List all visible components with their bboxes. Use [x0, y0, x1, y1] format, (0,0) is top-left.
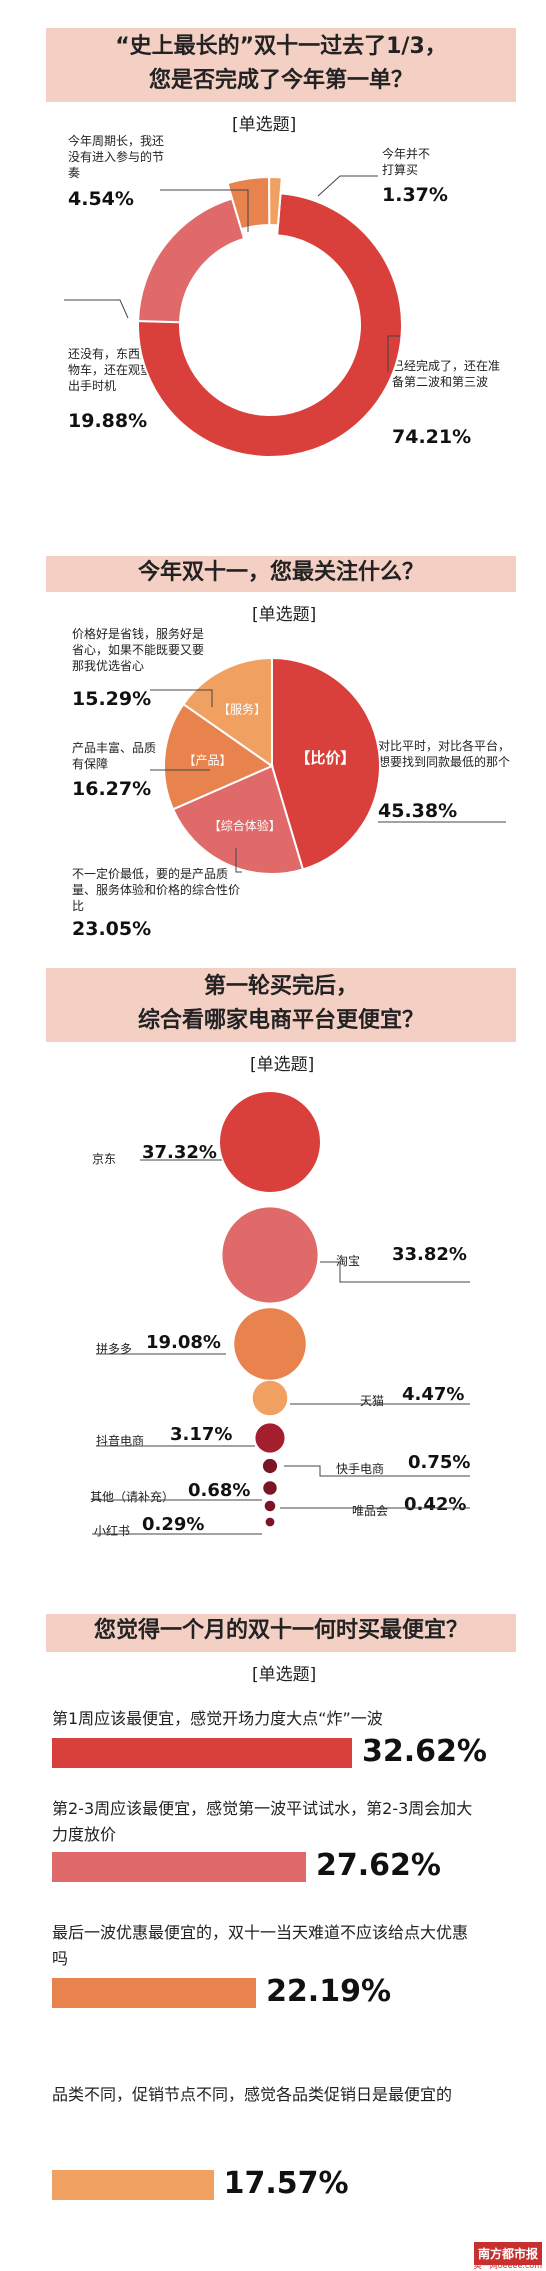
q1-slice-3: [268, 176, 283, 227]
q1-leader-0: [160, 189, 249, 232]
q1-pct-2: 19.88%: [68, 410, 148, 432]
bubble-name-jd: 京东: [92, 1152, 117, 1166]
q4-bar-2: [52, 1978, 257, 2008]
q3-title-band: 第一轮买完后， 综合看哪家电商平台更便宜？: [46, 968, 516, 1042]
q2-tag: [单选题]: [252, 605, 317, 625]
newspaper-logo: 南方都市报: [473, 2242, 542, 2265]
q4-bar-3: [52, 2170, 214, 2200]
q1-title-band: “史上最长的”双十一过去了1/3， 您是否完成了今年第一单？: [46, 28, 516, 102]
q4-bar-1: [52, 1852, 307, 1882]
q1-title-line1: “史上最长的”双十一过去了1/3，: [115, 34, 447, 59]
bubble-pct-other: 0.68%: [188, 1480, 251, 1501]
bubble-pct-tmall: 4.47%: [402, 1384, 465, 1405]
q4-label-0: 第1周应该最便宜，感觉开场力度大点“炸”一波: [52, 1709, 383, 1728]
q2-leader-3: [235, 848, 242, 873]
q1-label-0: 已经完成了，还在准备第二波和第三波: [392, 359, 501, 389]
q4-title: 您觉得一个月的双十一何时买最便宜？: [93, 1618, 468, 1643]
bubble-7: [264, 1500, 276, 1512]
q2-leader-0: [150, 689, 213, 707]
q1-pct-1: 1.37%: [382, 184, 448, 206]
q2-title: 今年双十一，您最关注什么？: [137, 560, 424, 585]
q2-pct-0: 45.38%: [378, 800, 458, 822]
q1-leader-1: [317, 175, 378, 197]
q3-title-line1: 第一轮买完后，: [203, 974, 358, 999]
q4-label-2: 最后一波优惠最便宜的，双十一当天难道不应该给点大优惠吗: [52, 1923, 469, 1968]
q4-label-3: 品类不同，促销节点不同，感觉各品类促销日是最便宜的: [52, 2085, 453, 2104]
q2-pct-2: 16.27%: [72, 778, 152, 800]
newspaper-logo-sub: 奥一网oeeee.com: [473, 2261, 542, 2270]
q4-pct-0: 32.62%: [362, 1734, 487, 1769]
q2-slice-tag-0: 【比价】: [295, 749, 355, 767]
q1-tag: [单选题]: [232, 115, 297, 135]
bubble-6: [263, 1481, 277, 1495]
q4-pct-3: 17.57%: [223, 2166, 349, 2201]
bubble-8: [265, 1517, 275, 1527]
bubble-pct-taobao: 33.82%: [392, 1244, 467, 1265]
q1-pct-4: 4.54%: [68, 188, 134, 210]
bubble-pct-xhs: 0.29%: [142, 1514, 205, 1535]
q1-slice-0: [137, 192, 403, 458]
q1-pct-0: 74.21%: [392, 426, 472, 448]
q2-label-1: 不一定价最低，要的是产品质量、服务体验和价格的综合性价比: [72, 867, 241, 913]
q1-title-line2: 您是否完成了今年第一单？: [148, 68, 413, 93]
q3-title-line2: 综合看哪家电商平台更便宜？: [137, 1008, 424, 1033]
q2-slice-3: [182, 656, 274, 768]
q2-slice-0: [271, 656, 381, 871]
q2-label-0: 对比平时，对比各平台，想要找到同款最低的那个: [378, 739, 511, 769]
q2-pct-1: 23.05%: [72, 918, 152, 940]
q1-leader-2: [64, 299, 129, 319]
q4-pct-2: 22.19%: [266, 1974, 392, 2009]
bubble-leader-1: [320, 1261, 470, 1283]
q2-slice-2: [163, 702, 275, 811]
q2-slice-tag-3: 【服务】: [218, 702, 266, 717]
bubble-pct-pdd: 19.08%: [146, 1332, 221, 1353]
bubble-2: [234, 1308, 306, 1380]
q2-pct-3: 15.29%: [72, 688, 152, 710]
bubble-leader-5: [284, 1465, 470, 1477]
q4-label-1: 第2-3周应该最便宜，感觉第一波平试试水，第2-3周会加大力度放价: [52, 1799, 473, 1844]
q2-label-2: 产品丰富、品质有保障: [72, 741, 157, 771]
q2-label-3: 价格好是省钱，服务好是省心，如果不能既要又要那我优选省心: [72, 627, 205, 673]
bubble-0: [220, 1092, 320, 1192]
q4-bar-0: [52, 1738, 352, 1768]
q4-pct-1: 27.62%: [316, 1848, 441, 1883]
bubble-pct-douyin: 3.17%: [170, 1424, 233, 1445]
q4-tag: [单选题]: [252, 1665, 317, 1685]
q3-tag: [单选题]: [250, 1055, 315, 1075]
q1-label-1: 今年并不打算买: [382, 147, 431, 177]
bubble-name-kuaishou: 快手电商: [336, 1462, 385, 1476]
q1-label-4: 今年周期长，我还没有进入参与的节奏: [68, 134, 165, 180]
bubble-5: [262, 1458, 278, 1474]
q2-slice-tag-2: 【产品】: [184, 754, 232, 768]
bubble-name-taobao: 淘宝: [336, 1254, 361, 1268]
q1-slice-1: [137, 197, 246, 324]
bubble-3: [252, 1380, 288, 1416]
bubble-4: [255, 1423, 285, 1453]
bubble-pct-jd: 37.32%: [142, 1142, 217, 1163]
bubble-name-douyin: 抖音电商: [96, 1434, 145, 1448]
bubble-pct-vip: 0.42%: [404, 1494, 467, 1515]
q1-leader-3: [387, 335, 400, 372]
q4-title-band: 您觉得一个月的双十一何时买最便宜？: [46, 1614, 516, 1652]
bubble-1: [222, 1207, 318, 1303]
bubble-name-pdd: 拼多多: [96, 1342, 133, 1356]
q2-slice-1: [171, 764, 305, 875]
bubble-pct-kuaishou: 0.75%: [408, 1452, 471, 1473]
q2-slice-tag-1: 【综合体验】: [209, 818, 281, 833]
q2-title-band: 今年双十一，您最关注什么？: [46, 556, 516, 592]
